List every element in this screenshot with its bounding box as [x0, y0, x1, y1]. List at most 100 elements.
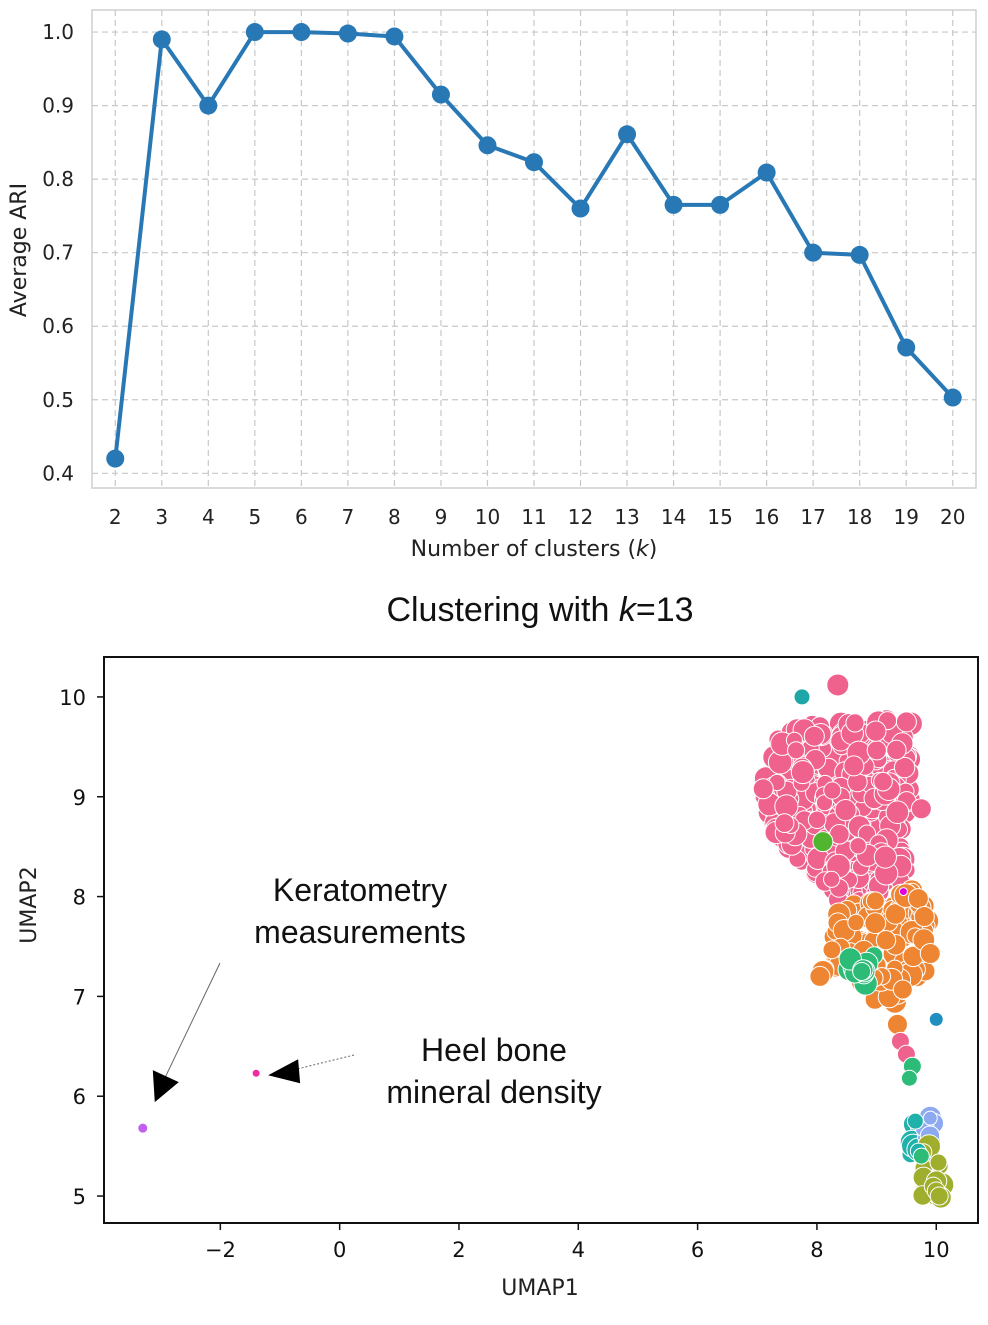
ari-point [664, 195, 683, 214]
highlight-point [906, 1112, 924, 1130]
ari-line-chart: 0.4 0.5 0.6 0.7 0.8 0.9 1.0 2 3 4 5 6 7 8 9 10 11 12 13 14… [7, 9, 977, 562]
highlight-point [886, 1013, 908, 1035]
umap-scatter-chart: Clustering with k=13 −2 0 2 4 6 8 10 5 6 7 8 9 10 Ke… [17, 591, 979, 1301]
cluster-point [866, 740, 887, 761]
ari-point [106, 449, 125, 468]
highlight-point [752, 778, 774, 800]
ari-point [385, 27, 404, 46]
x-tick-label: 11 [521, 505, 546, 529]
x-tick-label: 20 [940, 505, 965, 529]
highlight-point [137, 1122, 149, 1134]
scatter-ticks: −2 0 2 4 6 8 10 5 6 7 8 9 10 [59, 686, 949, 1262]
annotation-arrow-line [164, 962, 221, 1079]
highlight-point [900, 1069, 918, 1087]
scatter-title-rest: =13 [636, 591, 694, 629]
x-tick-label: 16 [754, 505, 779, 529]
cluster-point [822, 940, 842, 960]
x-tick-label: 14 [661, 505, 686, 529]
cluster-point [865, 720, 887, 742]
cluster-point [873, 845, 898, 869]
annotation-line: mineral density [386, 1074, 601, 1110]
ari-point [943, 388, 962, 407]
y-tick-label: 0.7 [42, 241, 74, 265]
y-tick-label: 10 [59, 686, 86, 710]
cluster-point [847, 913, 865, 932]
x-tick-label: 9 [435, 505, 448, 529]
ari-point [431, 85, 450, 104]
annotation-keratometry: Keratometry measurements [254, 872, 466, 950]
highlight-point [907, 888, 929, 910]
y-axis-label: Average ARI [7, 183, 32, 317]
ari-point [338, 24, 357, 43]
highlight-point [910, 798, 932, 820]
highlight-point [251, 1068, 261, 1078]
scatter-x-axis-label: UMAP1 [501, 1276, 578, 1301]
x-axis-label: Number of clusters (k) [411, 537, 658, 562]
x-tick-labels: 2 3 4 5 6 7 8 9 10 11 12 13 14 15 16 17 18 19 20 [109, 505, 966, 529]
highlight-points [137, 673, 949, 1206]
y-tick-label: 8 [73, 886, 86, 910]
cluster-point [864, 912, 887, 935]
ari-point [478, 136, 497, 155]
annotation-line: measurements [254, 914, 466, 950]
x-tick-label: 8 [388, 505, 401, 529]
x-tick-label: 2 [452, 1238, 465, 1262]
ari-point [757, 163, 776, 182]
highlight-point [852, 961, 872, 981]
x-tick-label: 15 [707, 505, 732, 529]
y-tick-labels: 0.4 0.5 0.6 0.7 0.8 0.9 1.0 [42, 20, 74, 485]
y-tick-label: 0.4 [42, 461, 74, 485]
ari-point [199, 96, 218, 115]
ari-point [618, 125, 637, 144]
annotation-line: Keratometry [273, 872, 447, 908]
cluster-point [823, 781, 842, 800]
annotation-arrow-line [296, 1054, 355, 1070]
x-tick-label: 5 [248, 505, 261, 529]
plot-area [91, 9, 977, 489]
y-tick-label: 1.0 [42, 20, 74, 44]
ari-series-points [106, 23, 962, 468]
x-axis-label-close: ) [649, 537, 658, 562]
cluster-point [892, 979, 913, 1000]
y-tick-label: 0.6 [42, 314, 74, 338]
cluster-point [849, 837, 867, 855]
x-tick-label: 18 [847, 505, 872, 529]
annotation-heel-bone: Heel bone mineral density [386, 1032, 601, 1110]
ari-point [711, 195, 730, 214]
scatter-title-text: Clustering with [386, 591, 618, 629]
x-tick-label: 8 [810, 1238, 823, 1262]
ari-point [245, 23, 264, 42]
cluster-point [885, 800, 910, 824]
cluster-point [834, 799, 857, 822]
annotations: Keratometry measurements Heel bone mineral … [152, 872, 602, 1110]
x-tick-label: 3 [155, 505, 168, 529]
highlight-point [912, 1147, 930, 1165]
cluster-point [790, 760, 815, 785]
highlight-point [793, 688, 811, 706]
ari-point [850, 245, 869, 264]
highlight-point [929, 1186, 949, 1206]
cluster-point [875, 930, 897, 951]
ari-point [571, 199, 590, 218]
highlight-point [919, 942, 941, 964]
x-tick-label: 4 [202, 505, 215, 529]
x-tick-label: 2 [109, 505, 122, 529]
x-tick-label: 19 [893, 505, 918, 529]
cluster-point [803, 725, 825, 747]
scatter-y-axis-label: UMAP2 [17, 866, 42, 943]
x-tick-label: 12 [568, 505, 593, 529]
x-tick-label: 4 [572, 1238, 585, 1262]
cluster-point [787, 741, 806, 760]
y-tick-label: 5 [73, 1185, 86, 1209]
grid-lines [92, 10, 976, 488]
ari-point [804, 243, 823, 262]
x-tick-label: 6 [295, 505, 308, 529]
x-tick-label: 17 [800, 505, 825, 529]
highlight-point [895, 711, 917, 733]
x-axis-label-text: Number of clusters ( [411, 537, 636, 562]
cluster-point [893, 756, 916, 779]
cluster-point [843, 755, 865, 777]
x-tick-label: 10 [475, 505, 500, 529]
cluster-point [774, 813, 795, 834]
highlight-point [922, 1110, 938, 1126]
